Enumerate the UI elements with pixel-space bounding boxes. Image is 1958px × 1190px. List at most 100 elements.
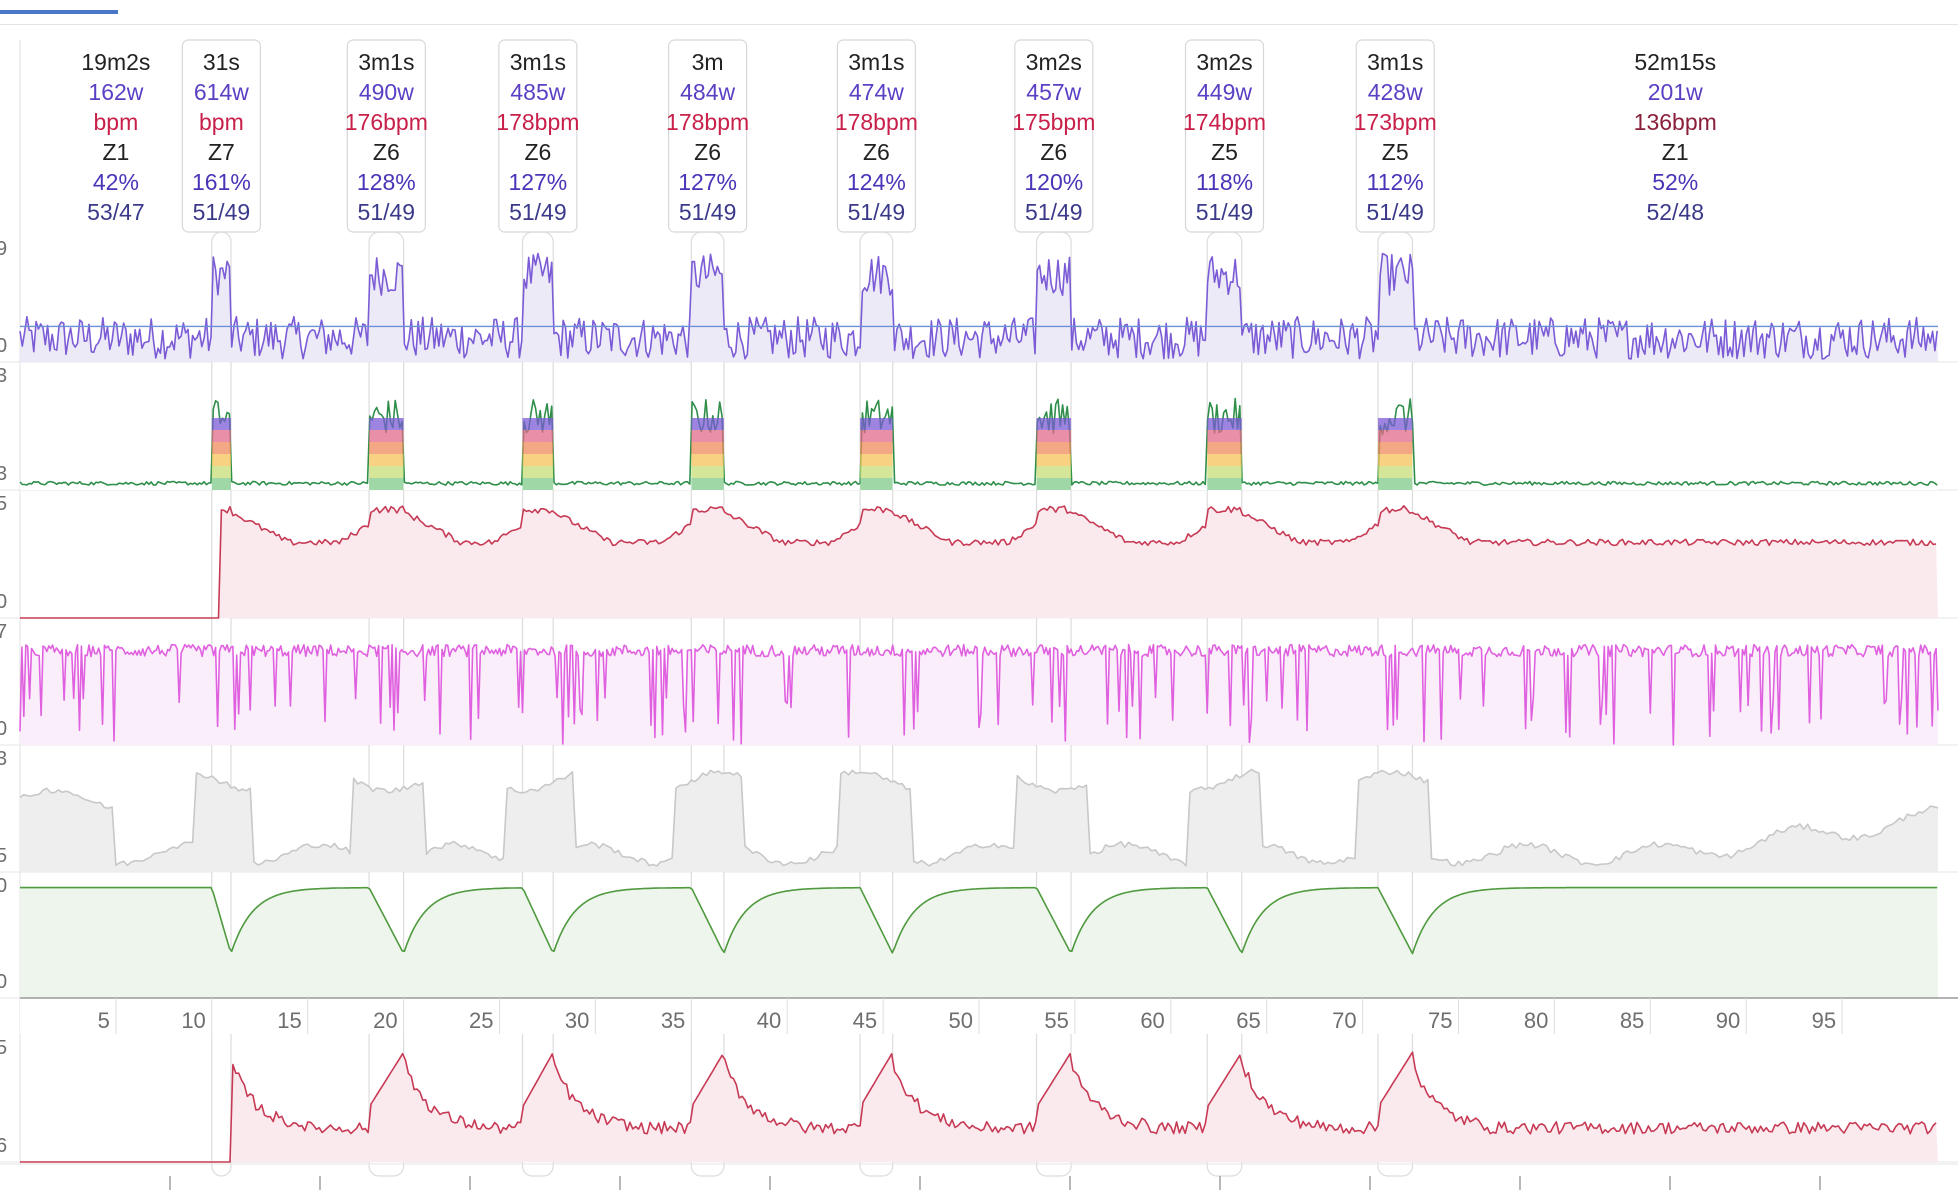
interval-pct: 128% xyxy=(357,169,416,195)
zone-band xyxy=(860,454,893,466)
interval-label-9: 52m15s 201w 136bpm Z1 52% 52/48 xyxy=(1634,49,1717,225)
interval-hr: 178bpm xyxy=(835,109,918,135)
interval-label-box xyxy=(836,39,916,233)
interval-hr: 178bpm xyxy=(666,109,749,135)
interval-hr: bpm xyxy=(94,109,139,135)
interval-zone: Z7 xyxy=(208,139,235,165)
x-tick-label: 75 xyxy=(1428,1008,1452,1033)
interval-balance: 51/49 xyxy=(1366,199,1424,225)
interval-label-box xyxy=(181,39,261,233)
interval-hr: 174bpm xyxy=(1183,109,1266,135)
zone-band xyxy=(522,442,554,454)
y-edge-bottom: 0 xyxy=(0,591,7,613)
interval-power: 490w xyxy=(359,79,414,105)
zone-band xyxy=(369,454,404,466)
zone-band xyxy=(1377,430,1413,442)
x-tick-label: 90 xyxy=(1716,1008,1740,1033)
x-tick-label: 35 xyxy=(661,1008,685,1033)
x-tick-label: 70 xyxy=(1332,1008,1356,1033)
interval-balance: 51/49 xyxy=(848,199,906,225)
y-edge-bottom: 6 xyxy=(0,1135,7,1157)
y-edge-top: 7 xyxy=(0,621,7,643)
interval-zone: Z5 xyxy=(1382,139,1409,165)
altitude-area xyxy=(20,769,1938,872)
zone-band xyxy=(211,442,231,454)
x-tick-label: 60 xyxy=(1140,1008,1164,1033)
zone-band xyxy=(860,442,893,454)
interval-balance: 53/47 xyxy=(87,199,145,225)
zone-band xyxy=(211,478,231,490)
zone-band xyxy=(1207,454,1242,466)
interval-label-6: 3m2s 457w 175bpm Z6 120% 51/49 xyxy=(1012,39,1095,233)
zone-band xyxy=(1036,454,1072,466)
y-edge-top: 3 xyxy=(0,748,7,770)
interval-duration: 3m1s xyxy=(1367,49,1423,75)
zone-band xyxy=(369,430,404,442)
y-edge-top: 5 xyxy=(0,493,7,515)
zone-band xyxy=(1036,430,1072,442)
x-tick-label: 5 xyxy=(98,1008,110,1033)
interval-zone: Z6 xyxy=(694,139,721,165)
zone-band xyxy=(691,466,724,478)
interval-power: 474w xyxy=(849,79,904,105)
zone-band xyxy=(1207,466,1242,478)
y-edge-top: 9 xyxy=(0,238,7,260)
w-balance-area xyxy=(20,887,1938,998)
interval-label-2: 3m1s 490w 176bpm Z6 128% 51/49 xyxy=(345,39,428,233)
interval-duration: 3m xyxy=(692,49,724,75)
interval-pct: 124% xyxy=(847,169,906,195)
interval-duration: 31s xyxy=(203,49,240,75)
y-edge-bottom: 0 xyxy=(0,971,7,993)
heart-rate-2-area xyxy=(20,1052,1938,1162)
interval-balance: 52/48 xyxy=(1646,199,1704,225)
altitude-line xyxy=(19,768,1939,867)
interval-duration: 19m2s xyxy=(81,49,150,75)
interval-zone: Z5 xyxy=(1211,139,1238,165)
interval-zone: Z6 xyxy=(863,139,890,165)
interval-label-5: 3m1s 474w 178bpm Z6 124% 51/49 xyxy=(835,39,918,233)
zone-band xyxy=(1036,418,1072,430)
interval-zone: Z6 xyxy=(373,139,400,165)
interval-zone: Z1 xyxy=(102,139,129,165)
interval-hr: 173bpm xyxy=(1354,109,1437,135)
power-zones-line xyxy=(19,397,1938,486)
top-tab-bar xyxy=(0,0,1958,25)
zone-band xyxy=(860,478,893,490)
x-tick-label: 95 xyxy=(1812,1008,1836,1033)
interval-label-box xyxy=(1355,39,1435,233)
zone-band xyxy=(691,418,724,430)
zone-band xyxy=(691,430,724,442)
zone-band xyxy=(860,430,893,442)
zone-band xyxy=(1377,418,1413,430)
power-zones-area xyxy=(20,398,1938,490)
x-tick-label: 80 xyxy=(1524,1008,1548,1033)
zone-band xyxy=(1377,454,1413,466)
x-tick-label: 20 xyxy=(373,1008,397,1033)
power-line xyxy=(19,252,1938,360)
y-edge-top: 3 xyxy=(0,365,7,387)
zone-band xyxy=(1207,418,1242,430)
zone-band xyxy=(1207,478,1242,490)
interval-balance: 51/49 xyxy=(509,199,567,225)
zone-band xyxy=(211,418,231,430)
interval-balance: 51/49 xyxy=(1025,199,1083,225)
interval-hr: 136bpm xyxy=(1634,109,1717,135)
interval-balance: 51/49 xyxy=(193,199,251,225)
interval-label-1: 31s 614w bpm Z7 161% 51/49 xyxy=(181,39,261,233)
interval-duration: 3m2s xyxy=(1026,49,1082,75)
zone-band xyxy=(211,454,231,466)
zone-band xyxy=(522,478,554,490)
interval-power: 614w xyxy=(194,79,249,105)
active-tab-indicator[interactable] xyxy=(0,10,118,14)
interval-zone: Z1 xyxy=(1662,139,1689,165)
x-tick-label: 30 xyxy=(565,1008,589,1033)
y-edge-bottom: 0 xyxy=(0,335,7,357)
interval-balance: 51/49 xyxy=(679,199,737,225)
interval-hr: 175bpm xyxy=(1012,109,1095,135)
interval-duration: 3m1s xyxy=(510,49,566,75)
zone-band xyxy=(522,418,554,430)
interval-duration: 3m2s xyxy=(1196,49,1252,75)
zone-band xyxy=(522,430,554,442)
zone-band xyxy=(369,442,404,454)
zone-band xyxy=(522,466,554,478)
